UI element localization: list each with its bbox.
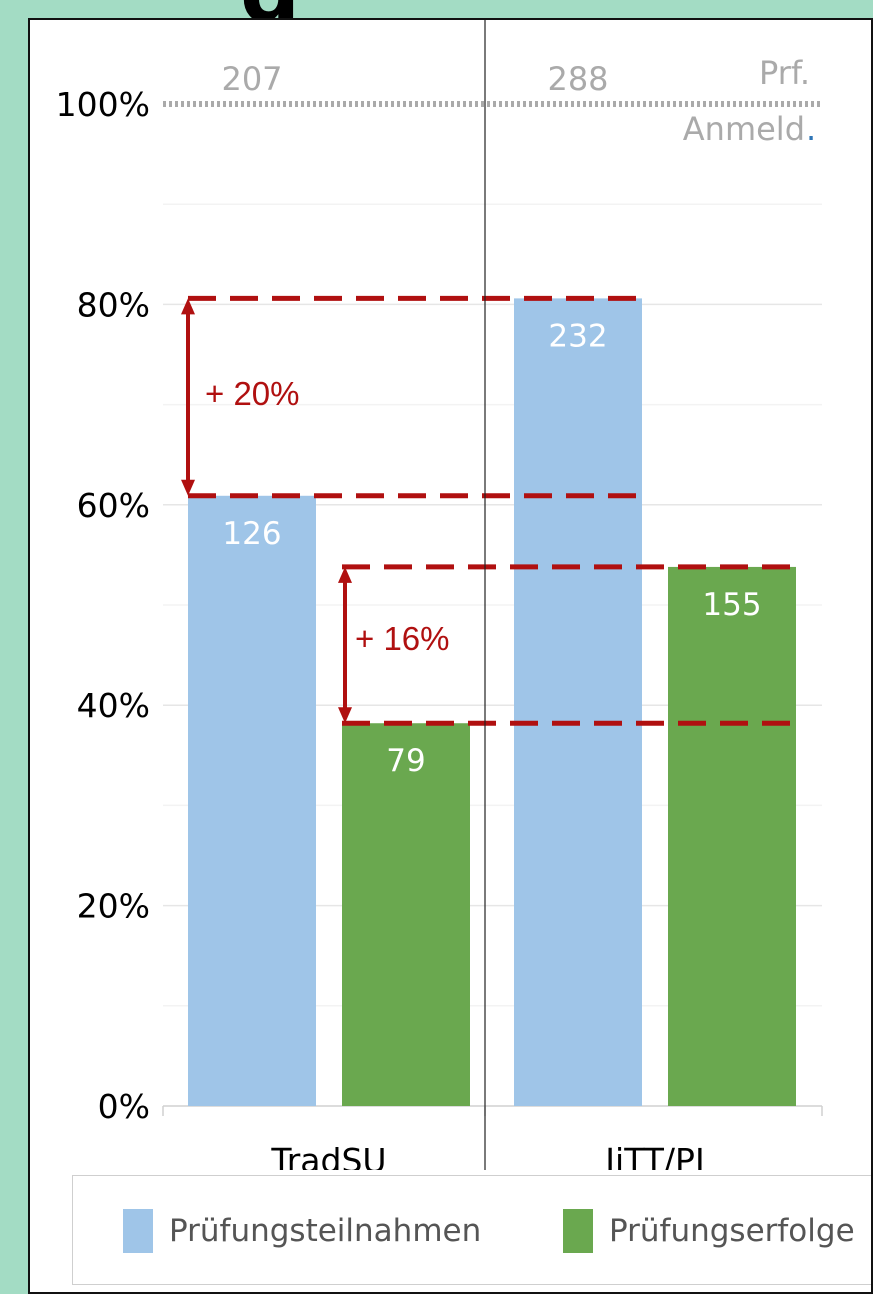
bar-teilnahmen-0: [188, 495, 316, 1107]
reference-label-top: Prf.: [759, 54, 810, 92]
legend-label-erfolge: Prüfungserfolge: [609, 1213, 855, 1249]
bar-value-label: 79: [386, 743, 425, 779]
category-label: TradSU: [270, 1141, 386, 1170]
bar-value-label: 126: [222, 516, 281, 552]
legend-item-teilnahmen: Prüfungsteilnahmen: [123, 1206, 481, 1256]
category-label: JiTT/PI: [603, 1141, 704, 1170]
y-tick-label: 0%: [98, 1087, 150, 1126]
legend-item-erfolge: Prüfungserfolge: [563, 1206, 855, 1256]
annotation-arrow-2-head-up: [338, 566, 352, 583]
annotation-arrow-2-head-down: [338, 707, 352, 724]
y-tick-label: 80%: [77, 285, 150, 324]
annotation-arrow-1-head-down: [181, 479, 195, 496]
reference-label-dot: .: [806, 110, 816, 148]
y-tick-label: 20%: [77, 887, 150, 926]
y-tick-label: 60%: [77, 486, 150, 525]
legend-swatch-teilnahmen: [123, 1209, 153, 1253]
reference-label-bottom: Anmeld: [683, 110, 805, 148]
annotation-label-1: + 20%: [205, 375, 300, 412]
bar-value-label: 232: [548, 318, 607, 354]
bar-erfolge-0: [342, 723, 470, 1106]
total-label: 288: [547, 60, 608, 98]
annotation-arrow-1-head-up: [181, 298, 195, 315]
legend-swatch-erfolge: [563, 1209, 593, 1253]
bar-erfolge-1: [668, 566, 796, 1106]
total-label: 207: [221, 60, 282, 98]
legend: Prüfungsteilnahmen Prüfungserfolge: [72, 1175, 871, 1285]
legend-label-teilnahmen: Prüfungsteilnahmen: [169, 1213, 482, 1249]
y-tick-label: 100%: [56, 85, 150, 124]
annotation-label-2: + 16%: [355, 620, 450, 657]
chart-panel: 0% 20% 40% 60% 80% 100% 126 232 79 155 TradSU JiTT/…: [28, 18, 873, 1294]
bar-teilnahmen-1: [514, 298, 642, 1106]
bar-value-label: 155: [702, 587, 761, 623]
bar-chart: 0% 20% 40% 60% 80% 100% 126 232 79 155 TradSU JiTT/…: [56, 20, 823, 1170]
y-tick-label: 40%: [77, 686, 150, 725]
